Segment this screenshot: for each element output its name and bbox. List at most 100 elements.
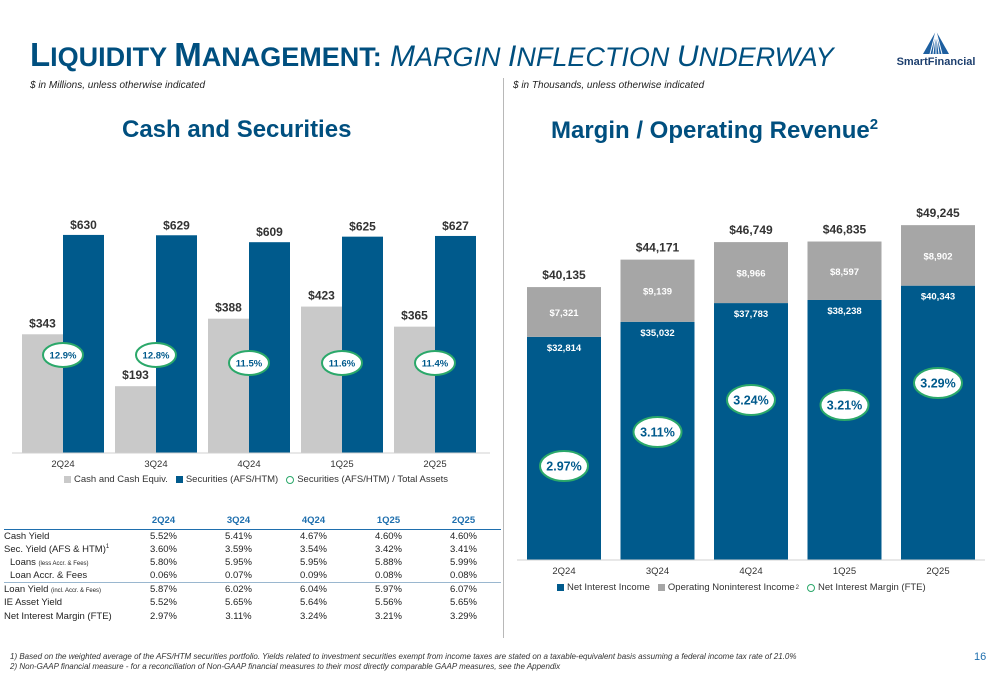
- col-header: 1Q25: [351, 513, 426, 530]
- net-interest-income-bar: [901, 285, 975, 560]
- footnotes: 1) Based on the weighted average of the …: [10, 652, 797, 672]
- cash-value-label: $423: [308, 289, 335, 303]
- nii-value-label: $38,238: [827, 306, 861, 317]
- noninterest-income-bar: [807, 241, 882, 300]
- cash-value-label: $193: [122, 368, 149, 382]
- total-value-label: $49,245: [916, 206, 960, 220]
- nim-label: 3.11%: [640, 426, 675, 440]
- legend-securities: Securities (AFS/HTM): [175, 474, 278, 485]
- yield-table: 2Q24 3Q24 4Q24 1Q25 2Q25 Cash Yield 5.52…: [4, 513, 501, 623]
- noninterest-value-label: $9,139: [643, 287, 672, 298]
- col-header: 2Q25: [426, 513, 501, 530]
- noninterest-value-label: $8,597: [830, 267, 859, 278]
- total-value-label: $40,135: [542, 268, 586, 282]
- nim-bubble: [726, 384, 776, 416]
- x-tick-label: 2Q24: [552, 566, 575, 577]
- margin-revenue-chart: $32,814 $7,321 $40,135 2.97% 2Q24 $35,032 $9,1…: [517, 206, 985, 577]
- cash-bar: [301, 306, 342, 453]
- ratio-label: 12.8%: [143, 351, 170, 362]
- vertical-divider: [503, 78, 504, 638]
- noninterest-income-bar: [620, 259, 695, 322]
- cash-value-label: $343: [29, 316, 56, 330]
- left-chart-legend: Cash and Cash Equiv. Securities (AFS/HTM…: [64, 474, 456, 485]
- nim-label: 3.24%: [733, 394, 768, 408]
- ratio-bubble: [42, 342, 84, 368]
- securities-value-label: $629: [163, 218, 190, 232]
- noninterest-income-bar: [714, 242, 788, 304]
- row-label: Loan Accr. & Fees: [10, 570, 88, 582]
- ratio-label: 11.6%: [329, 359, 356, 370]
- noninterest-value-label: $8,902: [923, 251, 952, 262]
- legend-net-interest-income: Net Interest Income: [557, 582, 650, 593]
- company-logo: SmartFinancial: [884, 30, 988, 70]
- table-row: Loan Yield (incl. Accr. & Fees) 5.87% 6.…: [4, 582, 501, 597]
- legend-cash: Cash and Cash Equiv.: [64, 474, 168, 485]
- x-tick-label: 4Q24: [739, 566, 762, 577]
- total-value-label: $44,171: [636, 241, 680, 255]
- table-row: Loan Accr. & Fees 0.06% 0.07% 0.09% 0.08…: [4, 569, 501, 583]
- table-row: Cash Yield 5.52% 5.41% 4.67% 4.60% 4.60%: [4, 531, 477, 542]
- nim-bubble: [632, 416, 683, 448]
- nim-bubble: [539, 450, 589, 482]
- ratio-label: 11.5%: [236, 359, 263, 370]
- nim-bubble: [913, 367, 963, 399]
- ratio-bubble: [321, 350, 363, 376]
- ratio-bubble: [135, 342, 177, 368]
- net-interest-income-bar: [807, 299, 882, 560]
- nii-value-label: $37,783: [734, 309, 768, 320]
- securities-value-label: $625: [349, 220, 376, 234]
- table-row: Loans (less Accr. & Fees) 5.80% 5.95% 5.…: [4, 556, 501, 569]
- total-value-label: $46,835: [823, 223, 867, 237]
- footnote-2: 2) Non-GAAP financial measure - for a re…: [10, 662, 561, 671]
- cash-securities-chart: $343 $630 12.9% 2Q24 $193 $629 12.8% 3Q24 $388 $6…: [12, 218, 490, 470]
- logo-text: SmartFinancial: [896, 56, 976, 68]
- page-number: 16: [974, 651, 987, 663]
- securities-value-label: $630: [70, 218, 97, 232]
- row-label: Cash Yield: [4, 531, 50, 542]
- nim-label: 3.29%: [920, 377, 955, 391]
- net-interest-income-bar: [714, 303, 788, 560]
- securities-value-label: $609: [256, 225, 283, 239]
- page-title: LIQUIDITY MANAGEMENT: MARGIN INFLECTION …: [30, 36, 834, 73]
- securities-bar: [435, 235, 476, 453]
- cash-bar: [208, 318, 249, 453]
- x-tick-label: 3Q24: [144, 459, 167, 470]
- ratio-bubble: [414, 350, 456, 376]
- footnote-1: 1) Based on the weighted average of the …: [10, 652, 797, 661]
- cash-securities-title: Cash and Securities: [122, 116, 352, 143]
- table-row: Sec. Yield (AFS & HTM)1 3.60% 3.59% 3.54…: [4, 544, 477, 556]
- x-tick-label: 2Q24: [51, 459, 74, 470]
- legend-nim: Net Interest Margin (FTE): [806, 582, 926, 593]
- col-header: 2Q24: [126, 513, 201, 530]
- margin-revenue-title: Margin / Operating Revenue2: [551, 116, 879, 144]
- right-units-note: $ in Thousands, unless otherwise indicat…: [513, 80, 705, 91]
- row-label: Sec. Yield (AFS & HTM)1: [4, 544, 110, 556]
- col-header: 4Q24: [276, 513, 351, 530]
- noninterest-income-bar: [527, 287, 601, 337]
- legend-securities-ratio: Securities (AFS/HTM) / Total Assets: [286, 474, 448, 485]
- nii-value-label: $35,032: [640, 328, 674, 339]
- yield-table-header: 2Q24 3Q24 4Q24 1Q25 2Q25: [4, 513, 501, 530]
- x-tick-label: 2Q25: [423, 459, 446, 470]
- securities-bar: [249, 242, 290, 453]
- noninterest-income-bar: [901, 225, 975, 286]
- ratio-label: 12.9%: [50, 351, 77, 362]
- row-label: Loan Yield (incl. Accr. & Fees): [4, 582, 126, 597]
- total-value-label: $46,749: [729, 223, 773, 237]
- row-label: Net Interest Margin (FTE): [4, 610, 112, 622]
- row-label: Loans (less Accr. & Fees): [10, 557, 89, 569]
- x-tick-label: 2Q25: [926, 566, 949, 577]
- left-units-note: $ in Millions, unless otherwise indicate…: [30, 80, 206, 91]
- logo-mountain-icon: [923, 30, 949, 55]
- noninterest-value-label: $7,321: [549, 308, 579, 319]
- nim-label: 3.21%: [827, 399, 862, 413]
- nim-label: 2.97%: [546, 460, 581, 474]
- x-tick-label: 1Q25: [330, 459, 353, 470]
- nii-value-label: $40,343: [921, 292, 955, 303]
- x-tick-label: 4Q24: [237, 459, 260, 470]
- cash-value-label: $388: [215, 301, 242, 315]
- legend-noninterest-income: Operating Noninterest Income 2: [657, 582, 799, 593]
- table-row: IE Asset Yield 5.52% 5.65% 5.64% 5.56% 5…: [4, 597, 477, 609]
- cash-bar: [115, 386, 156, 453]
- x-tick-label: 3Q24: [646, 566, 669, 577]
